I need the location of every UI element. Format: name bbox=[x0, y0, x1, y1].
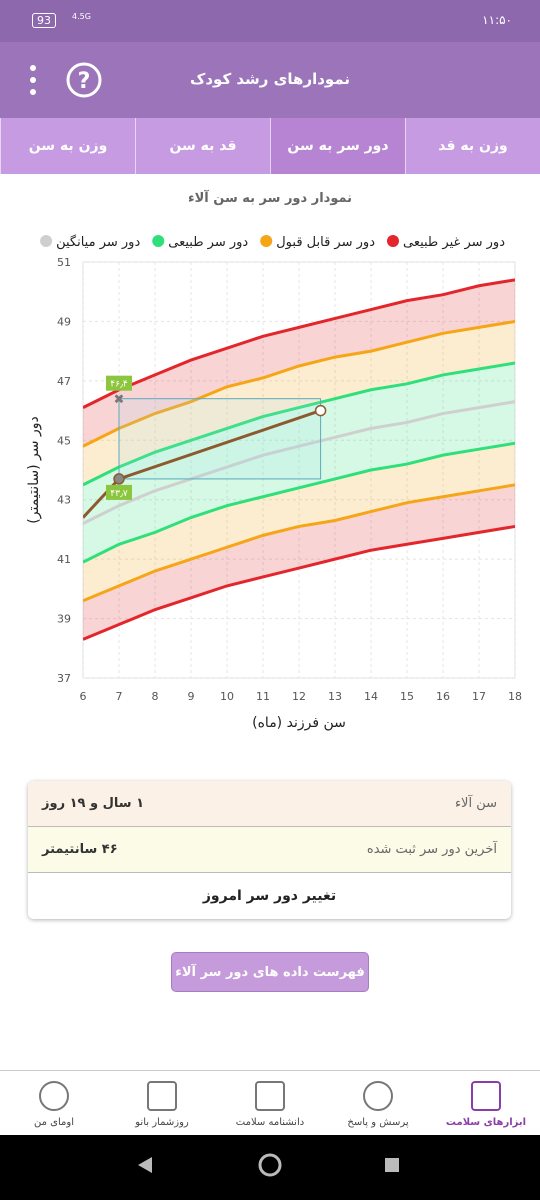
list-button[interactable]: فهرست داده های دور سر آلاء bbox=[171, 952, 369, 992]
x-tick-label: 12 bbox=[292, 690, 306, 703]
info-value: ۱ سال و ۱۹ روز bbox=[42, 796, 144, 811]
nav-item[interactable]: ابزارهای سلامت bbox=[432, 1071, 540, 1136]
nav-icon bbox=[363, 1081, 393, 1111]
nav-label: اومای من bbox=[34, 1117, 74, 1128]
x-tick-label: 14 bbox=[364, 690, 378, 703]
info-card: سن آلاء ۱ سال و ۱۹ روز آخرین دور سر ثبت شد… bbox=[28, 781, 511, 919]
info-action[interactable]: تغییر دور سر امروز bbox=[28, 873, 511, 919]
legend-label: دور سر غیر طبیعی bbox=[403, 235, 505, 250]
x-tick-label: 13 bbox=[328, 690, 342, 703]
nav-item[interactable]: روزشمار بانو bbox=[108, 1071, 216, 1136]
band bbox=[83, 279, 515, 447]
band bbox=[83, 401, 515, 563]
nav-icon bbox=[255, 1081, 285, 1111]
tab[interactable]: دور سر به سن bbox=[270, 118, 405, 174]
network: 4.5G bbox=[72, 12, 91, 21]
nav-icon bbox=[39, 1081, 69, 1111]
curve bbox=[83, 361, 515, 487]
nav-item[interactable]: دانشنامه سلامت bbox=[216, 1071, 324, 1136]
measurement-point bbox=[314, 404, 327, 417]
nav-label: دانشنامه سلامت bbox=[235, 1117, 305, 1128]
tabs: وزن به سن قد به سن دور سر به سن وزن به قد bbox=[0, 118, 540, 174]
y-tick-label: 49 bbox=[57, 315, 71, 328]
nav-label: ابزارهای سلامت bbox=[445, 1117, 527, 1128]
legend-label: دور سر قابل قبول bbox=[276, 235, 375, 250]
y-tick-label: 51 bbox=[57, 256, 71, 269]
legend-swatch bbox=[40, 235, 53, 247]
time: ۱۱:۵۰ bbox=[482, 13, 512, 27]
app-actions[interactable]: ? bbox=[22, 62, 112, 102]
tab[interactable]: قد به سن bbox=[135, 118, 270, 174]
band bbox=[83, 443, 515, 601]
band bbox=[83, 484, 515, 640]
status-bar: 93 4.5G ۱۱:۵۰ bbox=[0, 0, 540, 42]
chart-title: نمودار دور سر به سن آلاء bbox=[188, 189, 352, 206]
highlight-marker: ✖ bbox=[114, 393, 125, 408]
x-axis-label: سن فرزند (ماه) bbox=[252, 715, 346, 731]
nav-label: پرسش و پاسخ bbox=[347, 1117, 409, 1128]
info-label: آخرین دور سر ثبت شده bbox=[366, 842, 497, 857]
curve bbox=[83, 441, 515, 564]
y-tick-label: 45 bbox=[57, 434, 71, 447]
legend-label: دور سر طبیعی bbox=[168, 235, 248, 250]
app-bar: نمودارهای رشد کودک ? bbox=[0, 42, 540, 118]
y-tick-label: 47 bbox=[57, 375, 71, 388]
value-badge bbox=[106, 484, 132, 500]
x-tick-label: 6 bbox=[80, 690, 87, 703]
band bbox=[83, 363, 515, 524]
info-row: سن آلاء ۱ سال و ۱۹ روز bbox=[28, 781, 511, 827]
y-tick-label: 43 bbox=[57, 494, 71, 507]
nav-icon bbox=[471, 1081, 501, 1111]
y-tick-label: 41 bbox=[57, 553, 71, 566]
x-tick-label: 11 bbox=[256, 690, 270, 703]
plot bbox=[83, 278, 515, 641]
info-value: ۴۶ سانتیمتر bbox=[42, 842, 118, 857]
legend-swatch bbox=[152, 235, 165, 247]
x-tick-label: 9 bbox=[188, 690, 195, 703]
curve bbox=[83, 400, 515, 525]
bottom-nav: ابزارهای سلامت پرسش و پاسخ دانشنامه سلامت ر… bbox=[0, 1070, 540, 1136]
info-label: سن آلاء bbox=[454, 796, 497, 811]
y-tick-label: 39 bbox=[57, 613, 71, 626]
nav-icon bbox=[147, 1081, 177, 1111]
value-label: ۴۶٫۴ bbox=[110, 380, 128, 390]
nav-item[interactable]: اومای من bbox=[0, 1071, 108, 1136]
app-title: نمودارهای رشد کودک bbox=[189, 70, 351, 88]
x-tick-label: 17 bbox=[472, 690, 486, 703]
svg-text:?: ? bbox=[78, 69, 91, 94]
y-tick-label: 37 bbox=[57, 672, 71, 685]
system-nav-icons[interactable] bbox=[0, 1135, 540, 1200]
value-badge bbox=[106, 375, 132, 391]
system-nav bbox=[0, 1135, 540, 1200]
x-tick-label: 8 bbox=[152, 690, 159, 703]
legend-label: دور سر میانگین bbox=[56, 234, 140, 250]
band bbox=[83, 321, 515, 485]
tab[interactable]: وزن به قد bbox=[405, 118, 540, 174]
measurement-point bbox=[113, 473, 125, 485]
curve bbox=[83, 278, 515, 409]
chart: نمودار دور سر به سن آلاء سن فرزند (ماه) … bbox=[26, 189, 522, 731]
x-tick-label: 7 bbox=[116, 690, 123, 703]
curve bbox=[83, 319, 515, 448]
nav-item[interactable]: پرسش و پاسخ bbox=[324, 1071, 432, 1136]
legend-swatch bbox=[260, 235, 273, 247]
highlight-box bbox=[118, 398, 322, 480]
x-tick-label: 18 bbox=[508, 690, 522, 703]
x-tick-label: 10 bbox=[220, 690, 234, 703]
legend-swatch bbox=[386, 235, 399, 247]
x-tick-label: 15 bbox=[400, 690, 414, 703]
nav-label: روزشمار بانو bbox=[135, 1117, 189, 1128]
y-axis-label: دور سر (سانتیمتر) bbox=[26, 416, 42, 523]
tab[interactable]: وزن به سن bbox=[0, 118, 135, 174]
x-tick-label: 16 bbox=[436, 690, 450, 703]
battery: 93 bbox=[32, 13, 56, 28]
value-label: ۴۳٫۷ bbox=[110, 489, 128, 499]
curve bbox=[83, 524, 515, 641]
curve bbox=[83, 483, 515, 603]
info-row: آخرین دور سر ثبت شده ۴۶ سانتیمتر bbox=[28, 827, 511, 873]
